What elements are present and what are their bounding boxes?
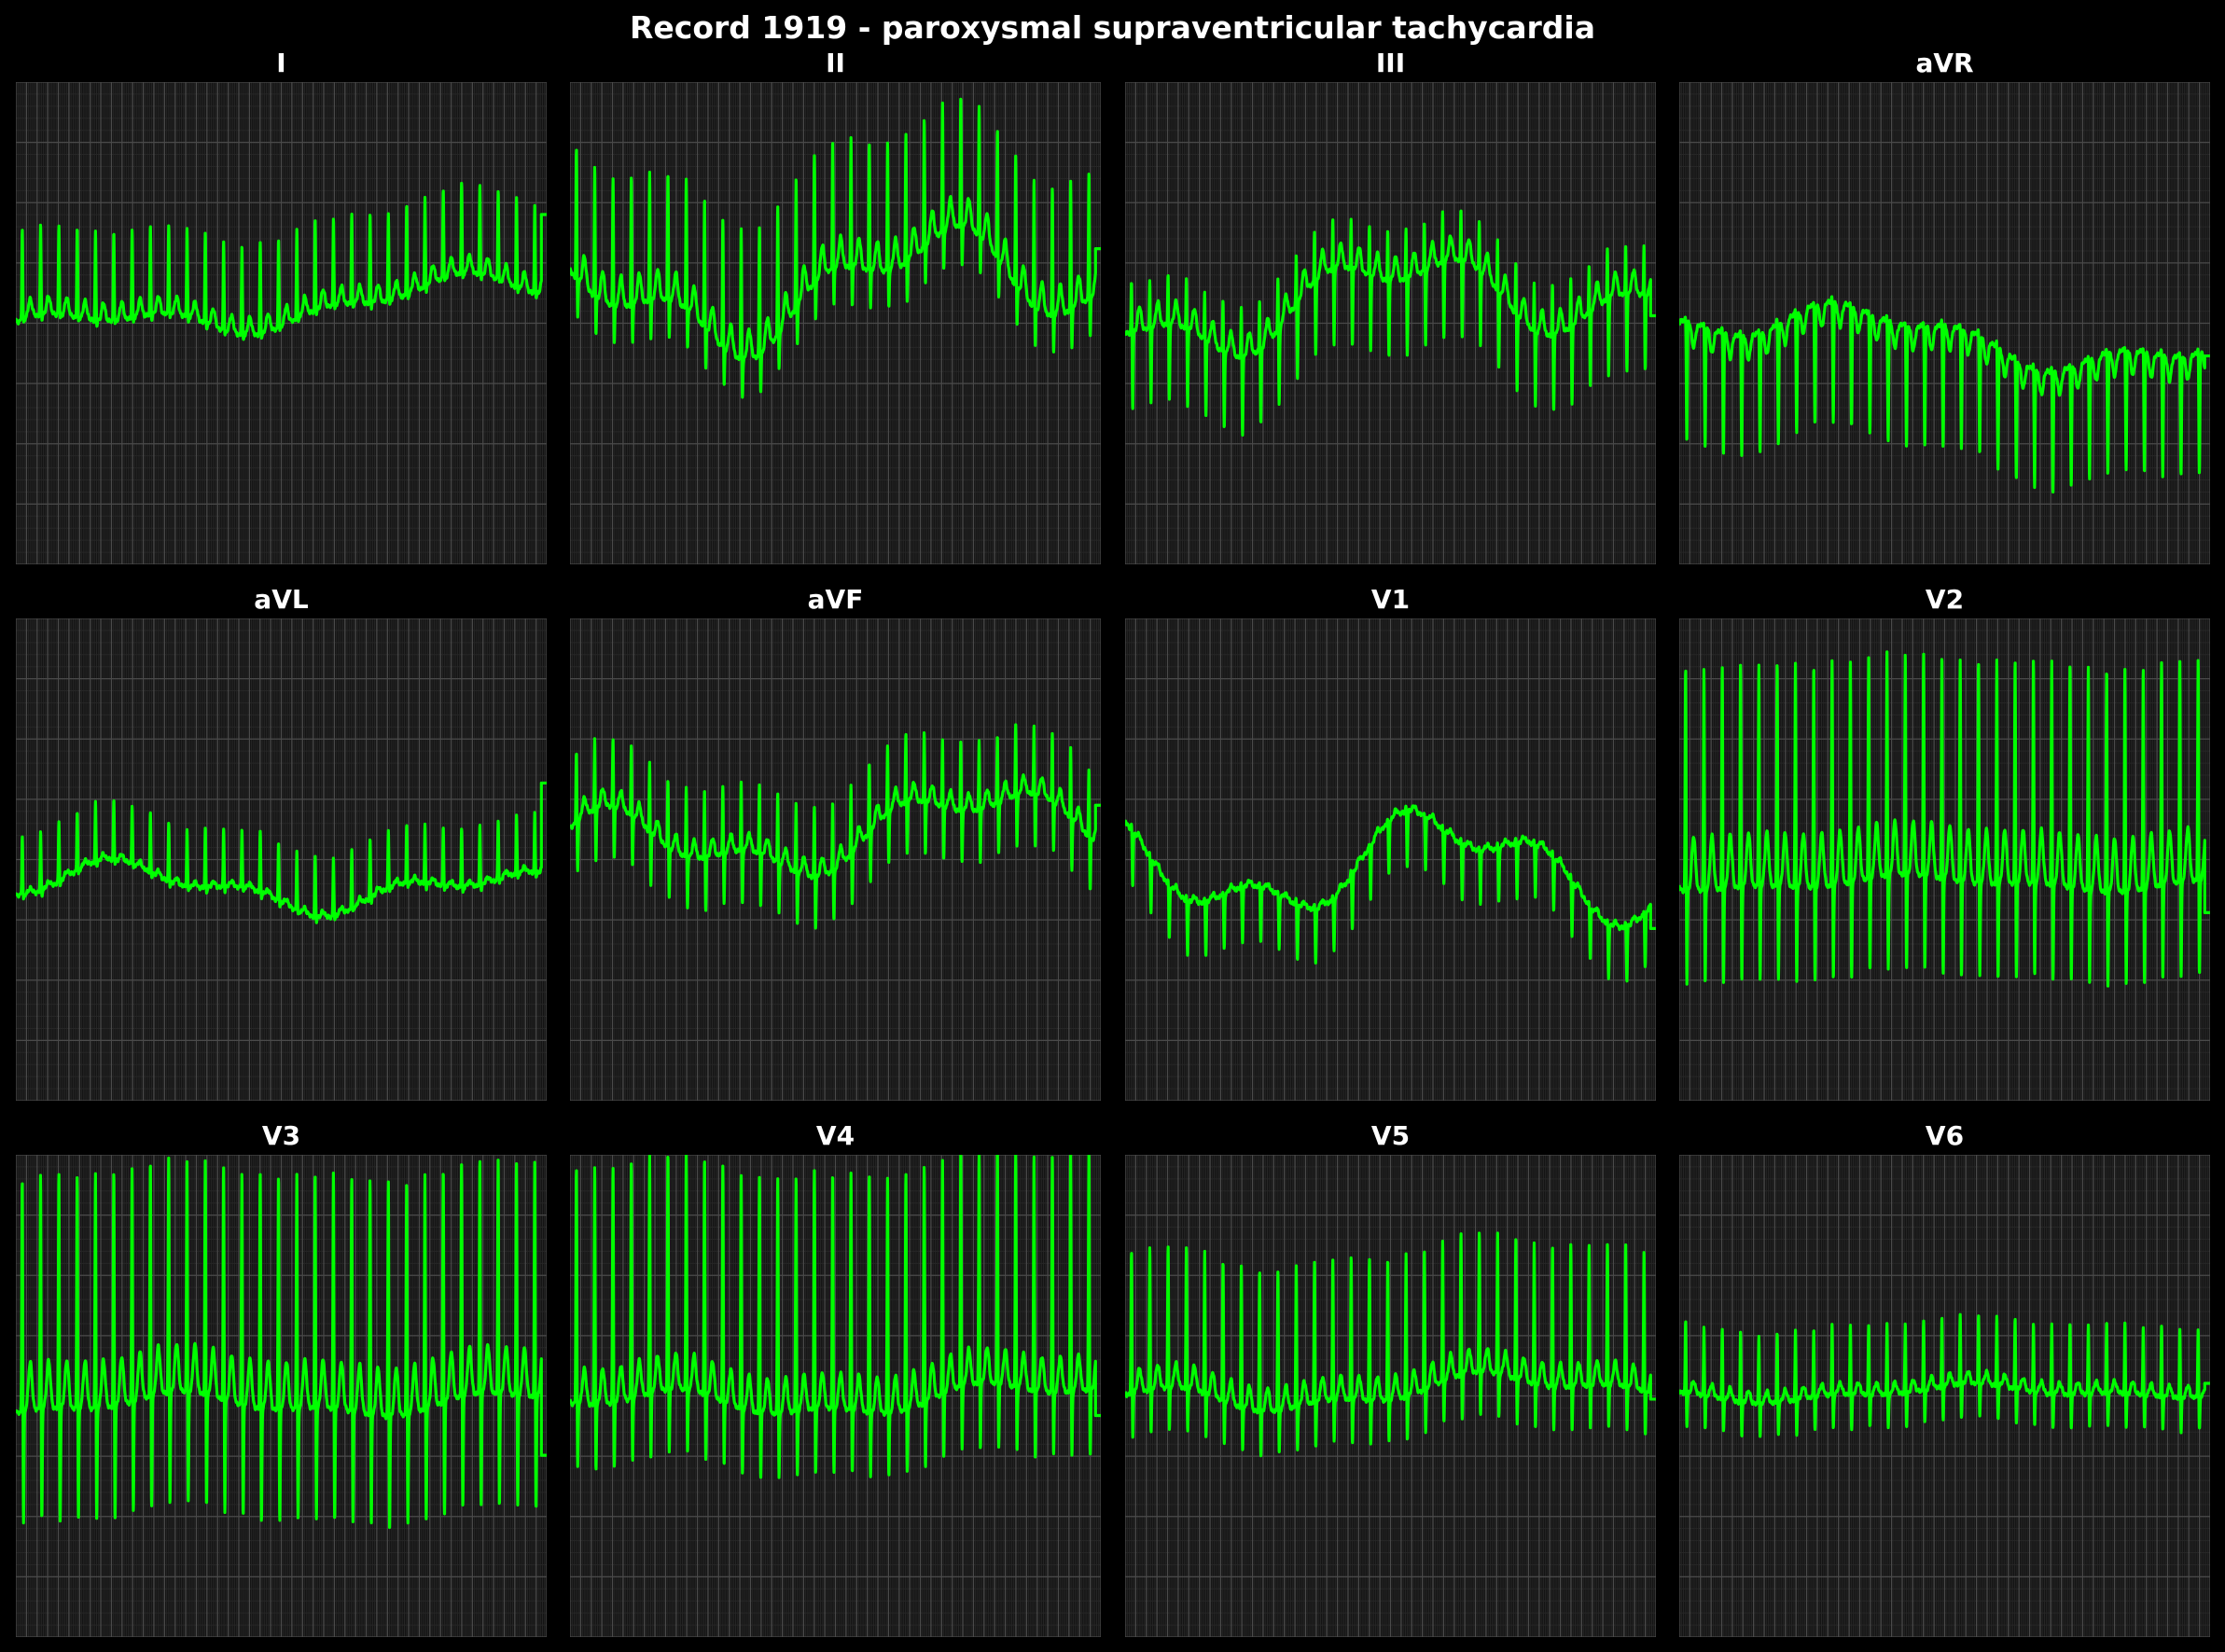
lead-title-v4: V4 (815, 1120, 855, 1151)
figure-title: Record 1919 - paroxysmal supraventricula… (629, 9, 1596, 46)
ecg-trace-v6 (1679, 1312, 2210, 1438)
lead-title-avr: aVR (1915, 48, 1974, 78)
ecg-trace-avf (570, 723, 1101, 930)
lead-panel-i (16, 82, 547, 564)
ecg-trace-v1 (1125, 804, 1656, 983)
lead-panel-v3 (16, 1155, 547, 1637)
lead-panel-v6 (1679, 1155, 2210, 1637)
lead-panel-v1 (1125, 618, 1656, 1101)
lead-panel-iii (1125, 82, 1656, 564)
lead-title-iii: III (1375, 48, 1406, 78)
lead-panel-avf (570, 618, 1101, 1101)
lead-panel-avl (16, 618, 547, 1101)
grid-major-lines (1125, 82, 1656, 564)
ecg-trace-avl (16, 781, 547, 924)
lead-panel-v2 (1679, 618, 2210, 1101)
lead-title-avf: aVF (807, 584, 864, 615)
ecg-trace-i (16, 181, 547, 341)
lead-panel-avr (1679, 82, 2210, 564)
ecg-trace-iii (1125, 209, 1656, 437)
ecg-trace-v3 (16, 1156, 547, 1530)
lead-panel-ii (570, 82, 1101, 564)
ecg-trace-avr (1679, 295, 2210, 494)
lead-title-ii: II (826, 48, 845, 78)
lead-panel-v5 (1125, 1155, 1656, 1637)
ecg-trace-v5 (1125, 1231, 1656, 1458)
lead-title-v5: V5 (1370, 1120, 1411, 1151)
lead-title-v2: V2 (1925, 584, 1965, 615)
lead-title-v3: V3 (261, 1120, 301, 1151)
ecg-trace-ii (570, 97, 1101, 399)
lead-title-i: I (276, 48, 286, 78)
lead-title-v1: V1 (1370, 584, 1411, 615)
grid-major-lines (1125, 618, 1656, 1101)
lead-title-avl: aVL (254, 584, 309, 615)
lead-title-v6: V6 (1925, 1120, 1965, 1151)
ecg-trace-v4 (570, 1155, 1101, 1479)
ecg-trace-v2 (1679, 650, 2210, 988)
grid-major-lines (16, 618, 547, 1101)
lead-panel-v4 (570, 1155, 1101, 1637)
